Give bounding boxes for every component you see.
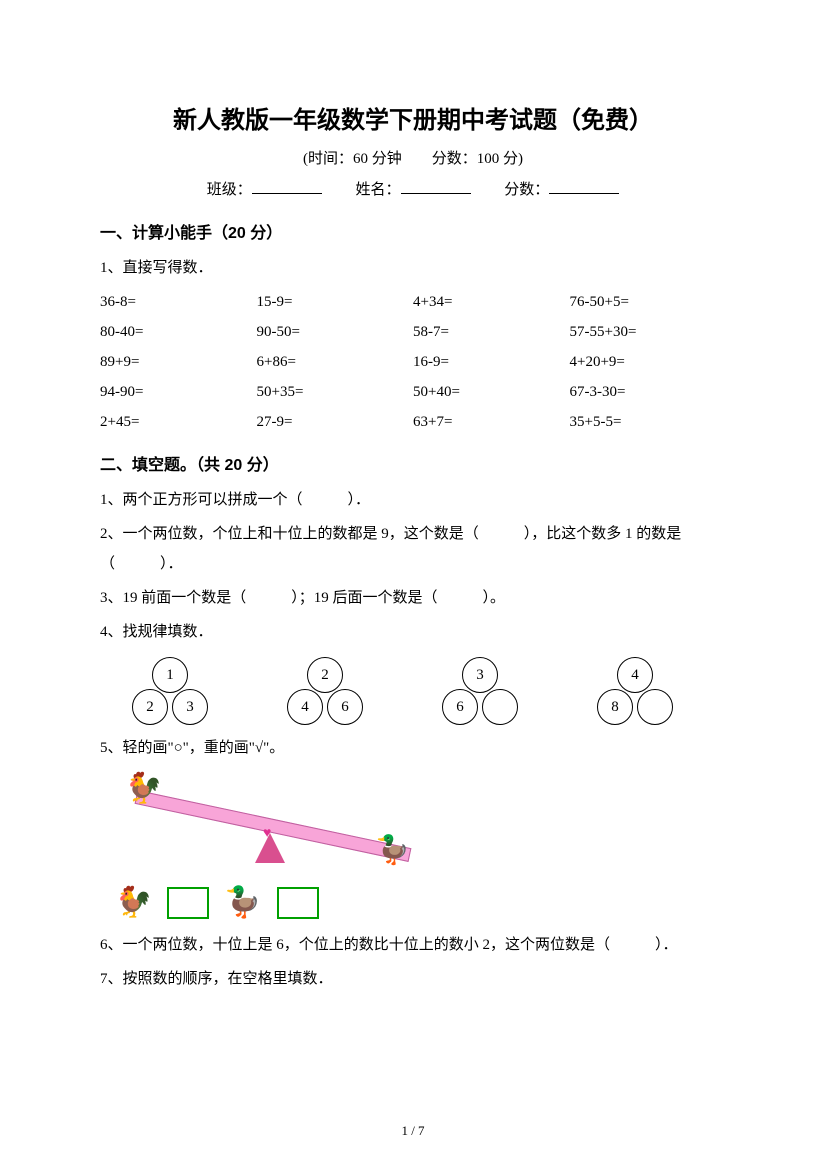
chicken-answer-icon: 🐓 xyxy=(115,885,152,920)
calc-grid: 36-8=15-9=4+34=76-50+5= 80-40=90-50=58-7=… xyxy=(100,287,726,437)
circle-top: 4 xyxy=(617,657,653,693)
name-label: 姓名： xyxy=(355,182,400,198)
score-blank xyxy=(549,193,619,194)
q2: 2、一个两位数，个位上和十位上的数都是 9，这个数是（ ），比这个数多 1 的数… xyxy=(100,519,726,579)
calc-cell: 27-9= xyxy=(257,407,414,437)
calc-cell: 6+86= xyxy=(257,347,414,377)
circle-groups: 2314626384 xyxy=(120,657,726,727)
calc-cell: 76-50+5= xyxy=(570,287,727,317)
calc-cell: 80-40= xyxy=(100,317,257,347)
circle-bottom-right xyxy=(637,689,673,725)
calc-cell: 67-3-30= xyxy=(570,377,727,407)
chicken-answer-box xyxy=(167,887,209,919)
calc-cell: 16-9= xyxy=(413,347,570,377)
calc-cell: 50+35= xyxy=(257,377,414,407)
circle-bottom-right: 6 xyxy=(327,689,363,725)
circle-group: 63 xyxy=(430,657,530,727)
class-blank xyxy=(252,193,322,194)
q5: 5、轻的画"○"，重的画"√"。 xyxy=(100,733,726,763)
class-label: 班级： xyxy=(207,182,252,198)
name-blank xyxy=(401,193,471,194)
circle-bottom-left: 4 xyxy=(287,689,323,725)
calc-cell: 90-50= xyxy=(257,317,414,347)
calc-cell: 4+34= xyxy=(413,287,570,317)
duck-answer-box xyxy=(277,887,319,919)
section1-item1: 1、直接写得数． xyxy=(100,253,726,283)
duck-answer-icon: 🦆 xyxy=(224,885,261,920)
circle-top: 1 xyxy=(152,657,188,693)
circle-bottom-right xyxy=(482,689,518,725)
circle-top: 2 xyxy=(307,657,343,693)
q7: 7、按照数的顺序，在空格里填数． xyxy=(100,964,726,994)
circle-bottom-right: 3 xyxy=(172,689,208,725)
section1-header: 一、计算小能手（20 分） xyxy=(100,219,726,243)
exam-page: 新人教版一年级数学下册期中考试题（免费） (时间：60 分钟 分数：100 分)… xyxy=(0,0,826,1038)
calc-cell: 57-55+30= xyxy=(570,317,727,347)
seesaw-diagram: ♥ 🐓 🦆 xyxy=(115,771,435,881)
page-title: 新人教版一年级数学下册期中考试题（免费） xyxy=(100,100,726,135)
calc-cell: 89+9= xyxy=(100,347,257,377)
heart-icon: ♥ xyxy=(263,826,271,842)
calc-cell: 94-90= xyxy=(100,377,257,407)
circle-group: 84 xyxy=(585,657,685,727)
chicken-icon: 🐓 xyxy=(125,771,162,806)
duck-icon: 🦆 xyxy=(375,833,410,867)
circle-bottom-left: 8 xyxy=(597,689,633,725)
circle-bottom-left: 6 xyxy=(442,689,478,725)
circle-top: 3 xyxy=(462,657,498,693)
score-label: 分数： xyxy=(504,182,549,198)
page-number: 1 / 7 xyxy=(0,1123,826,1139)
circle-group: 231 xyxy=(120,657,220,727)
section2-header: 二、填空题。（共 20 分） xyxy=(100,451,726,475)
answer-row: 🐓 🦆 xyxy=(115,885,726,920)
q1: 1、两个正方形可以拼成一个（ ）． xyxy=(100,485,726,515)
info-line: 班级： 姓名： 分数： xyxy=(100,178,726,199)
calc-cell: 2+45= xyxy=(100,407,257,437)
calc-cell: 15-9= xyxy=(257,287,414,317)
subtitle: (时间：60 分钟 分数：100 分) xyxy=(100,147,726,168)
calc-cell: 50+40= xyxy=(413,377,570,407)
calc-cell: 58-7= xyxy=(413,317,570,347)
q3: 3、19 前面一个数是（ ）；19 后面一个数是（ ）。 xyxy=(100,583,726,613)
calc-cell: 63+7= xyxy=(413,407,570,437)
circle-group: 462 xyxy=(275,657,375,727)
calc-cell: 35+5-5= xyxy=(570,407,727,437)
calc-cell: 4+20+9= xyxy=(570,347,727,377)
calc-cell: 36-8= xyxy=(100,287,257,317)
circle-bottom-left: 2 xyxy=(132,689,168,725)
q4: 4、找规律填数． xyxy=(100,617,726,647)
q6: 6、一个两位数，十位上是 6，个位上的数比十位上的数小 2，这个两位数是（ ）． xyxy=(100,930,726,960)
